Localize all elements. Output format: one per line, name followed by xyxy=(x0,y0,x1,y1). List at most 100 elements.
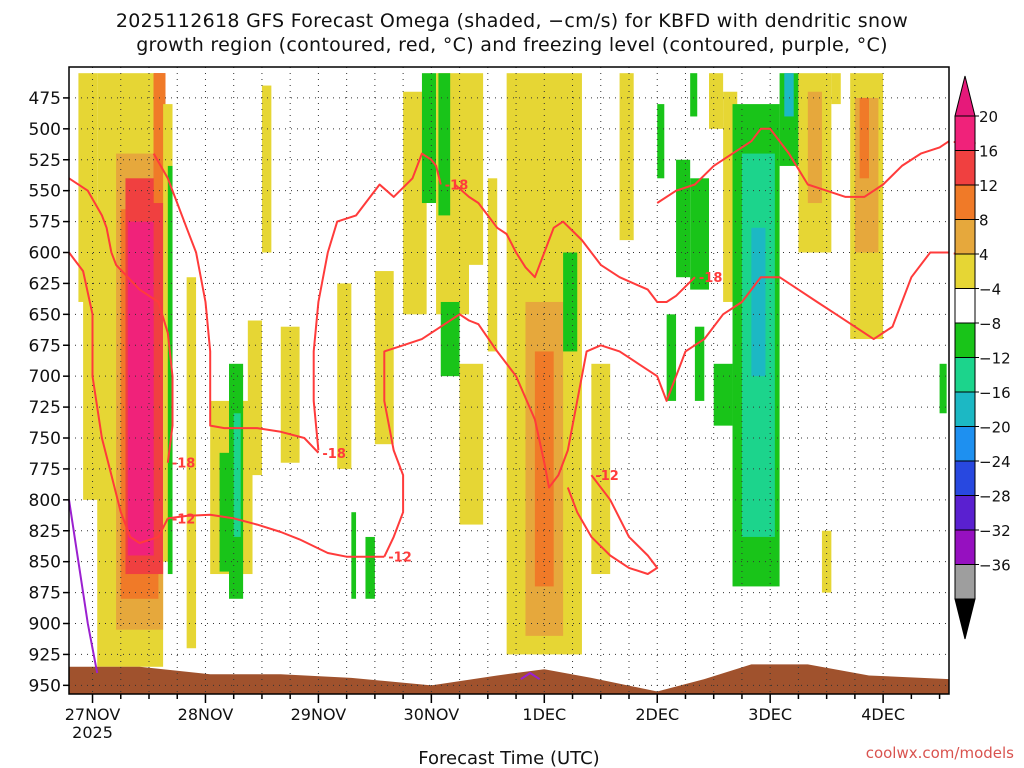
omega-cell-28 xyxy=(469,73,484,265)
omega-cell-37 xyxy=(657,104,665,179)
omega-cell-20 xyxy=(351,512,357,599)
colorbar-label-6: −8 xyxy=(979,315,1001,333)
omega-cell-30 xyxy=(487,178,498,352)
y-tick-label-725: 725 xyxy=(29,398,61,418)
dgz-contour-3 xyxy=(454,183,696,303)
x-tick-label-28NOV: 28NOV xyxy=(178,705,234,724)
colorbar-label-13: −36 xyxy=(979,557,1011,575)
colorbar-label-0: 20 xyxy=(979,108,998,126)
y-tick-label-900: 900 xyxy=(29,615,61,635)
y-tick-label-475: 475 xyxy=(29,89,61,109)
omega-cell-52 xyxy=(807,91,822,204)
omega-cell-36 xyxy=(619,73,634,241)
colorbar-box-2 xyxy=(954,184,976,220)
colorbar-box-10 xyxy=(954,460,976,496)
x-tick-label-1DEC: 1DEC xyxy=(522,705,566,724)
colorbar-label-4: 4 xyxy=(979,246,989,264)
omega-cell-24 xyxy=(421,73,437,204)
colorbar-label-7: −12 xyxy=(979,350,1011,368)
y-tick-label-775: 775 xyxy=(29,460,61,480)
y-tick-label-750: 750 xyxy=(29,429,61,449)
y-tick-label-950: 950 xyxy=(29,676,61,696)
colorbar-label-8: −16 xyxy=(979,384,1011,402)
colorbar-box-11 xyxy=(954,495,976,531)
dgz-contour-1 xyxy=(152,153,320,454)
omega-cell-21 xyxy=(365,536,375,599)
y-tick-label-675: 675 xyxy=(29,336,61,356)
y-tick-label-525: 525 xyxy=(29,151,61,171)
colorbar-top-triangle xyxy=(954,75,976,117)
omega-cell-34 xyxy=(563,252,578,352)
omega-cell-57 xyxy=(821,530,832,593)
chart-title-line1: 2025112618 GFS Forecast Omega (shaded, −… xyxy=(115,10,909,32)
dgz-contour-0 xyxy=(68,177,174,463)
omega-cell-50 xyxy=(784,73,794,117)
omega-cell-56 xyxy=(859,97,869,179)
omega-cell-16 xyxy=(247,320,262,476)
y-tick-label-925: 925 xyxy=(29,645,61,665)
grid-layer xyxy=(69,67,949,694)
colorbar-box-6 xyxy=(954,322,976,358)
dgz-contour-0-label: -18 xyxy=(172,457,196,472)
colorbar-label-10: −24 xyxy=(979,453,1011,471)
colorbar-label-3: 8 xyxy=(979,212,989,230)
y-tick-label-875: 875 xyxy=(29,584,61,604)
y-tick-label-825: 825 xyxy=(29,522,61,542)
x-tick-label-27NOV: 27NOV xyxy=(65,705,121,724)
omega-cell-19 xyxy=(337,283,352,469)
colorbar-box-3 xyxy=(954,219,976,255)
dgz-contour-2 xyxy=(312,152,442,451)
omega-cell-29 xyxy=(459,363,484,525)
y-tick-label-575: 575 xyxy=(29,213,61,233)
freezing-level-0 xyxy=(68,499,99,674)
omega-cell-15 xyxy=(233,413,241,537)
y-axis: 475 500 525 550 575 600 625 650 675 700 725 750 775 8… xyxy=(29,89,69,696)
dgz-contour-5 xyxy=(68,251,169,545)
colorbar-box-7 xyxy=(954,357,976,393)
watermark: coolwx.com/models xyxy=(865,744,1014,762)
omega-cell-53 xyxy=(831,73,841,105)
omega-cell-11 xyxy=(186,277,197,649)
omega-cell-48 xyxy=(751,227,766,377)
dgz-contour-6-label: -12 xyxy=(388,551,412,566)
omega-cell-13 xyxy=(219,452,229,572)
plot-frame xyxy=(68,66,950,695)
omega-cell-40 xyxy=(690,178,709,290)
x-tick-label-30NOV: 30NOV xyxy=(404,705,460,724)
dgz-contour-6 xyxy=(167,513,385,558)
omega-cell-39 xyxy=(676,159,691,278)
colorbar-box-0 xyxy=(954,115,976,151)
freezing-level-1 xyxy=(520,672,541,681)
omega-cell-43 xyxy=(709,73,724,129)
x-axis-label: Forecast Time (UTC) xyxy=(418,748,599,768)
colorbar-label-12: −32 xyxy=(979,522,1011,540)
terrain-area xyxy=(69,664,949,694)
terrain-layer xyxy=(69,664,949,694)
x-tick-label-4DEC: 4DEC xyxy=(861,705,905,724)
colorbar-box-4 xyxy=(954,253,976,289)
omega-cell-6 xyxy=(127,221,154,556)
dgz-contour-4 xyxy=(656,127,950,204)
y-tick-label-500: 500 xyxy=(29,120,61,140)
x-tick-label-2DEC: 2DEC xyxy=(635,705,679,724)
y-tick-label-600: 600 xyxy=(29,244,61,264)
colorbar-box-13 xyxy=(954,564,976,600)
dgz-contour-8-label: -12 xyxy=(595,469,619,484)
colorbar-box-9 xyxy=(954,426,976,462)
omega-cell-42 xyxy=(694,326,705,401)
colorbar-box-12 xyxy=(954,529,976,565)
omega-cell-23 xyxy=(403,91,427,315)
dgz-contour-8 xyxy=(566,474,659,575)
colorbar-label-2: 12 xyxy=(979,177,998,195)
dgz-contour-1-label: -18 xyxy=(322,447,346,462)
omega-cell-58 xyxy=(939,363,947,414)
colorbar-label-9: −20 xyxy=(979,419,1011,437)
x-tick-sublabel-27NOV: 2025 xyxy=(72,723,113,742)
y-tick-label-850: 850 xyxy=(29,553,61,573)
y-tick-label-700: 700 xyxy=(29,367,61,387)
colorbar-box-5 xyxy=(954,288,976,324)
omega-cell-35 xyxy=(591,363,611,575)
omega-cell-18 xyxy=(280,326,300,463)
omega-cell-8 xyxy=(153,73,166,204)
